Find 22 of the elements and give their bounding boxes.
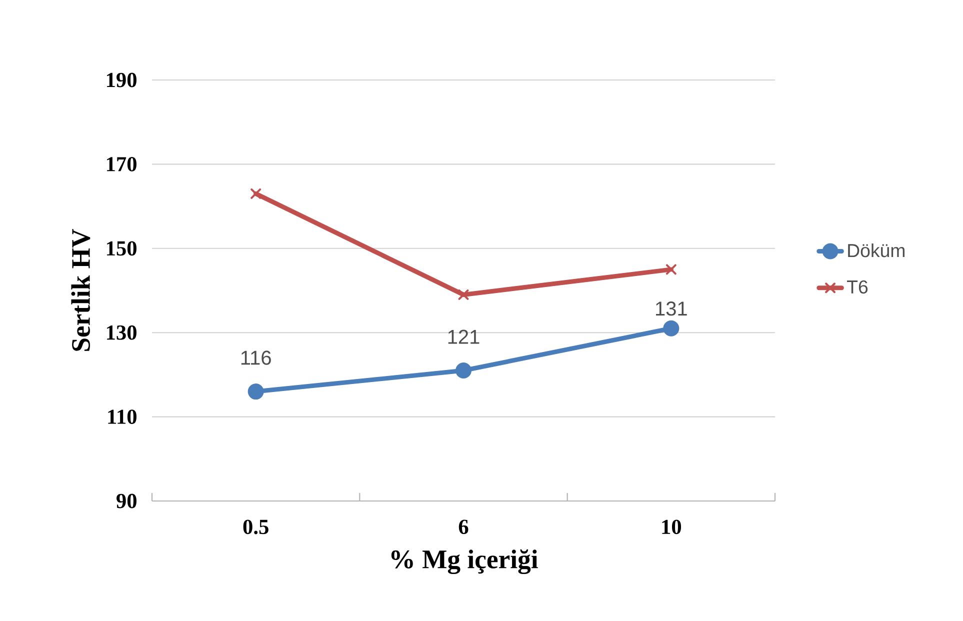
x-tick-label: 6 bbox=[458, 520, 468, 534]
x-tick-label: 10 bbox=[662, 520, 682, 534]
y-tick-label: 170 bbox=[107, 157, 136, 172]
data-label: 131 bbox=[656, 302, 687, 316]
y-tick-label: 130 bbox=[107, 325, 136, 340]
y-axis-title: Sertlik HV bbox=[71, 228, 90, 351]
y-tick-label: 90 bbox=[116, 494, 136, 508]
y-tick-label: 190 bbox=[107, 72, 136, 88]
legend-label: Döküm bbox=[848, 243, 904, 258]
point bbox=[248, 384, 264, 400]
point bbox=[250, 188, 262, 199]
point bbox=[663, 320, 680, 336]
point bbox=[666, 264, 676, 275]
x-axis-title: % Mg içeriği bbox=[391, 549, 538, 574]
data-label: 116 bbox=[241, 350, 271, 365]
x-tick-label: 0.5 bbox=[243, 520, 268, 534]
y-tick-label: 110 bbox=[108, 410, 136, 424]
data-label: 121 bbox=[448, 330, 480, 344]
point bbox=[458, 289, 469, 300]
y-tick-label: 150 bbox=[107, 241, 136, 256]
point bbox=[456, 362, 472, 378]
legend-label: T6 bbox=[847, 280, 868, 294]
